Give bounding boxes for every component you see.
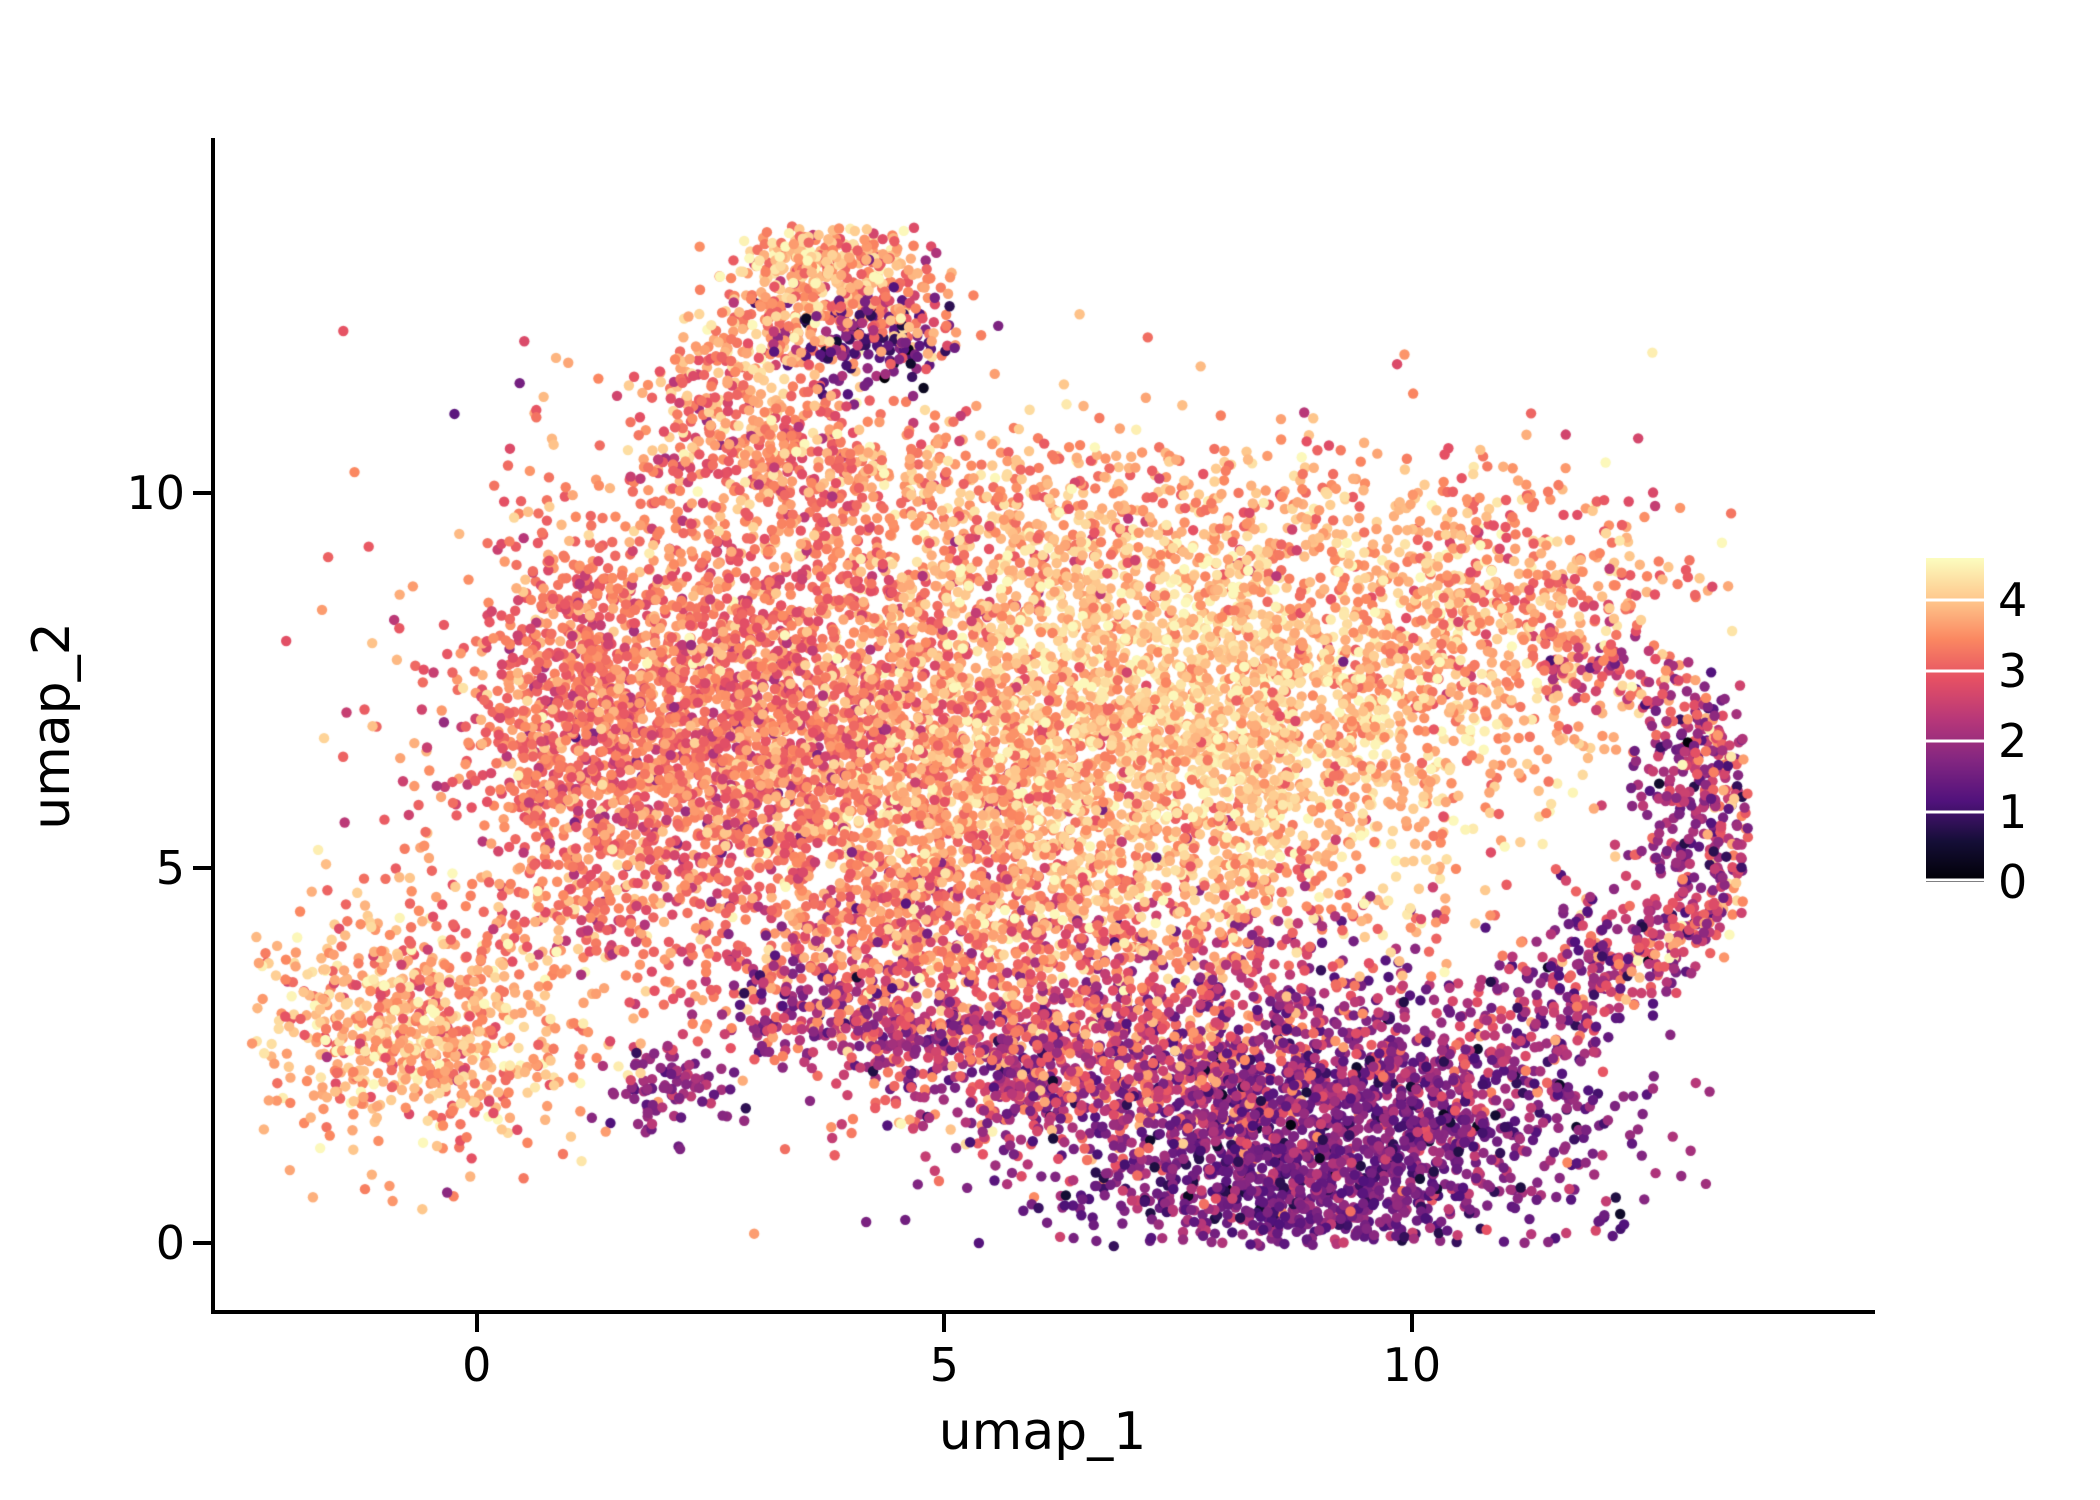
y-tick-mark [193,865,211,870]
colorbar-tick-label: 3 [1998,643,2028,698]
y-tick-label: 10 [126,465,185,520]
x-tick-label: 10 [1382,1338,1442,1392]
y-tick-label: 0 [155,1215,185,1270]
colorbar-tick-label: 0 [1998,855,2028,909]
colorbar-tick-label: 2 [1998,714,2028,769]
x-tick-label: 0 [462,1338,492,1392]
x-axis-line [211,1310,1875,1314]
colorbar-tick-mark [1926,739,1984,743]
colorbar-tick-mark [1926,878,1984,882]
colorbar-tick-label: 1 [1998,784,2028,839]
x-tick-label: 5 [929,1338,959,1392]
y-axis-line [211,138,215,1314]
x-tick-mark [1409,1314,1414,1332]
x-tick-mark [474,1314,479,1332]
y-axis-title: umap_2 [22,622,82,830]
colorbar-gradient [1926,558,1984,882]
colorbar-tick-mark [1926,598,1984,602]
colorbar-tick-mark [1926,810,1984,814]
x-tick-mark [942,1314,947,1332]
colorbar: 4 3 2 1 0 [1926,558,2027,909]
colorbar-tick-label: 4 [1998,573,2028,628]
y-tick-mark [193,1240,211,1245]
y-tick-mark [193,490,211,495]
y-tick-label: 5 [155,840,185,895]
colorbar-tick-mark [1926,669,1984,673]
x-axis-title: umap_1 [938,1402,1147,1462]
